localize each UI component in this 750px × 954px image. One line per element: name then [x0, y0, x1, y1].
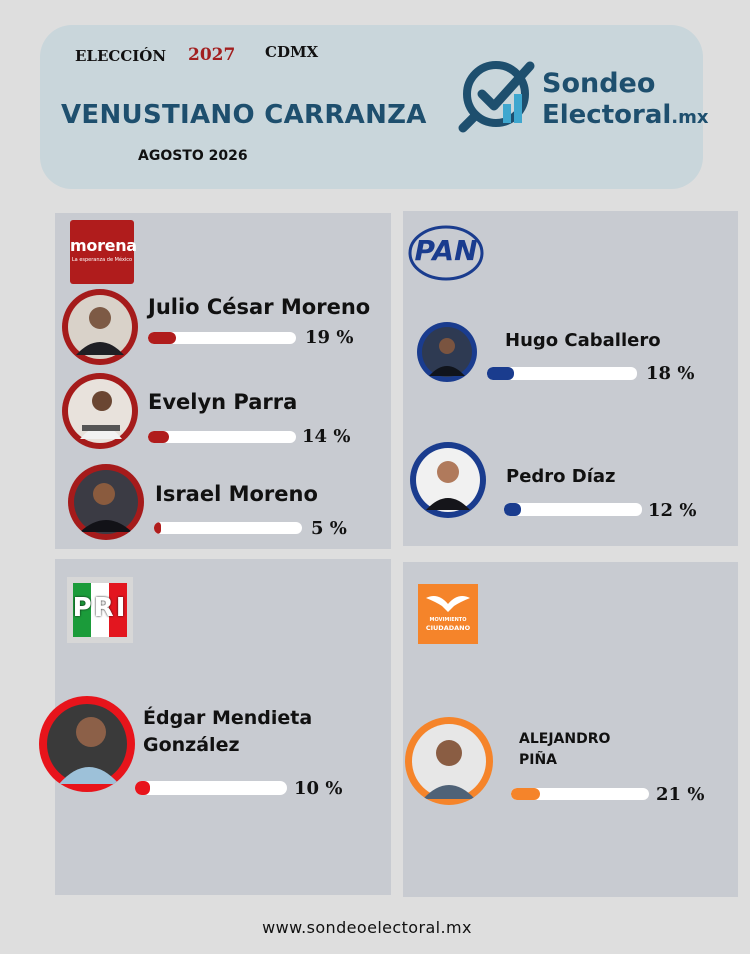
progress-bar [148, 332, 296, 344]
progress-bar [487, 367, 637, 380]
brand-name-line2: Electoral.mx [542, 100, 709, 130]
progress-bar [504, 503, 642, 516]
panel-morena: morena La esperanza de México Julio Césa… [55, 213, 391, 549]
progress-fill [148, 431, 169, 443]
candidate-name: Pedro Díaz [506, 466, 616, 487]
panel-pri: PRI Édgar Mendieta González 10 % [39, 559, 391, 895]
morena-logo: morena La esperanza de México [70, 220, 137, 284]
candidate-name: Israel Moreno [155, 482, 318, 506]
progress-fill [135, 781, 151, 795]
avatar-israel-moreno [68, 464, 144, 540]
survey-date: AGOSTO 2026 [138, 148, 248, 164]
progress-bar [148, 431, 296, 443]
election-year: 2027 [188, 45, 236, 65]
magnifier-check-icon [458, 61, 535, 133]
page-title: VENUSTIANO CARRANZA [61, 100, 427, 130]
pan-logo: PAN [408, 225, 484, 281]
percentage: 21 % [656, 784, 705, 805]
progress-bar [511, 788, 649, 800]
avatar-edgar-mendieta-gonzalez [39, 696, 135, 792]
candidate-name: PIÑA [519, 752, 558, 768]
percentage: 19 % [305, 327, 354, 348]
percentage: 18 % [646, 363, 695, 384]
avatar-hugo-caballero [417, 322, 477, 382]
progress-fill [148, 332, 177, 344]
candidate-name: González [143, 734, 240, 756]
avatar-alejandro-pina [405, 717, 493, 805]
movimiento-ciudadano-logo: MOVIMIENTO CIUDADANO [418, 584, 478, 644]
progress-fill [511, 788, 540, 800]
progress-fill [154, 522, 162, 534]
brand-name-line1: Sondeo [542, 68, 656, 99]
progress-bar [154, 522, 302, 534]
footer-url[interactable]: www.sondeoelectoral.mx [262, 918, 472, 937]
progress-fill [487, 367, 514, 380]
percentage: 14 % [302, 426, 351, 447]
candidate-name: Édgar Mendieta [143, 707, 313, 729]
candidate-name: Hugo Caballero [505, 330, 661, 351]
avatar-evelyn-parra [62, 373, 138, 449]
panel-mc: MOVIMIENTO CIUDADANO ALEJANDRO PIÑA 21 % [403, 562, 738, 897]
percentage: 5 % [311, 518, 347, 539]
progress-fill [504, 503, 521, 516]
progress-bar [135, 781, 287, 795]
header-card: ELECCIÓN 2027 CDMX VENUSTIANO CARRANZA A… [40, 25, 709, 189]
pri-logo: PRI [67, 577, 133, 643]
election-label: ELECCIÓN [75, 47, 167, 65]
avatar-julio-cesar-moreno [62, 289, 138, 365]
avatar-pedro-diaz [410, 442, 486, 518]
brand-logo: Sondeo Electoral.mx [458, 60, 709, 140]
candidate-name: Julio César Moreno [148, 295, 371, 319]
candidate-name: Evelyn Parra [148, 390, 298, 414]
panel-pan: PAN Hugo Caballero 18 % Pedro Díaz 12 % [403, 211, 738, 546]
percentage: 12 % [648, 500, 697, 521]
candidate-name: ALEJANDRO [519, 731, 611, 747]
eagle-icon [426, 596, 470, 612]
region-label: CDMX [265, 43, 319, 61]
percentage: 10 % [294, 778, 343, 799]
